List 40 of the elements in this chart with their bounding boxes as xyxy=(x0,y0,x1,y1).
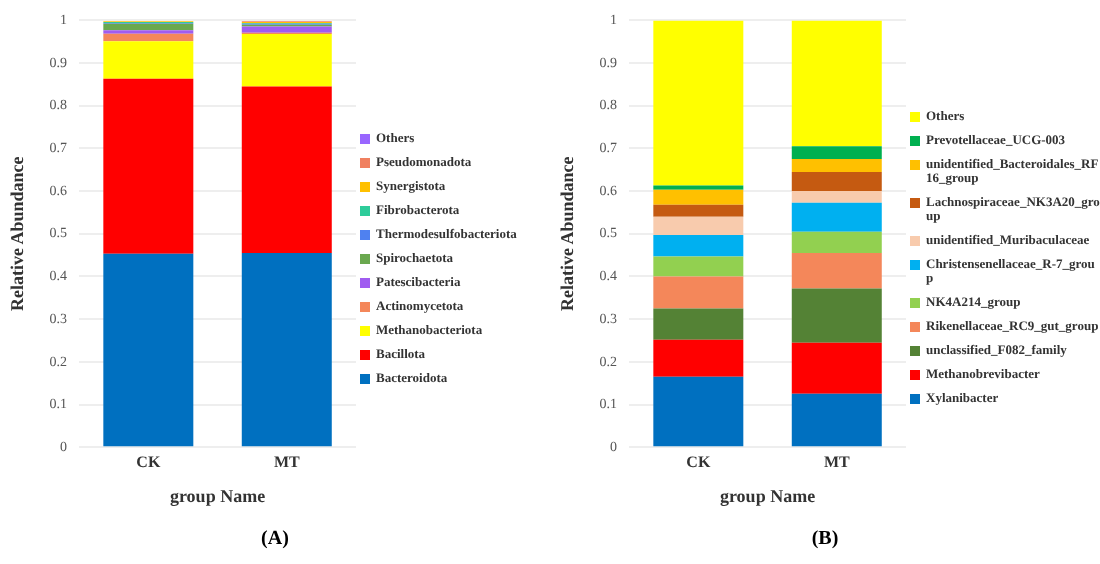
bar xyxy=(791,231,882,254)
bar xyxy=(653,189,744,205)
bar xyxy=(791,202,882,232)
x-tick-label: MT xyxy=(823,452,851,471)
y-axis-title: Relative Abundance xyxy=(557,156,578,312)
bar xyxy=(791,342,882,394)
bar xyxy=(653,20,744,186)
bar xyxy=(653,339,744,377)
bar xyxy=(241,26,332,33)
bar xyxy=(653,235,744,257)
bar xyxy=(791,253,882,289)
bar xyxy=(791,146,882,160)
x-axis-title: group Name xyxy=(169,485,266,506)
bar xyxy=(241,253,332,447)
bar xyxy=(103,23,194,31)
bar xyxy=(791,191,882,203)
text: (B) xyxy=(809,526,841,554)
bar xyxy=(653,308,744,340)
bar xyxy=(791,171,882,192)
y-axis-title: Relative Abundance xyxy=(7,156,28,312)
x-tick-label: MT xyxy=(273,452,301,471)
bar xyxy=(103,33,194,42)
x-tick-label: CK xyxy=(136,452,162,471)
bar xyxy=(791,20,882,147)
bar xyxy=(791,159,882,172)
bar xyxy=(241,34,332,87)
bar xyxy=(653,276,744,309)
bar xyxy=(653,256,744,277)
text: (A) xyxy=(259,526,291,554)
bar xyxy=(653,376,744,447)
bar xyxy=(653,216,744,236)
bar xyxy=(241,86,332,254)
bar xyxy=(791,393,882,447)
bar xyxy=(103,253,194,447)
bar xyxy=(791,288,882,343)
bar xyxy=(653,204,744,217)
bar xyxy=(103,41,194,79)
x-axis-title: group Name xyxy=(719,485,816,506)
x-tick-label: CK xyxy=(686,452,712,471)
bar xyxy=(103,78,194,254)
